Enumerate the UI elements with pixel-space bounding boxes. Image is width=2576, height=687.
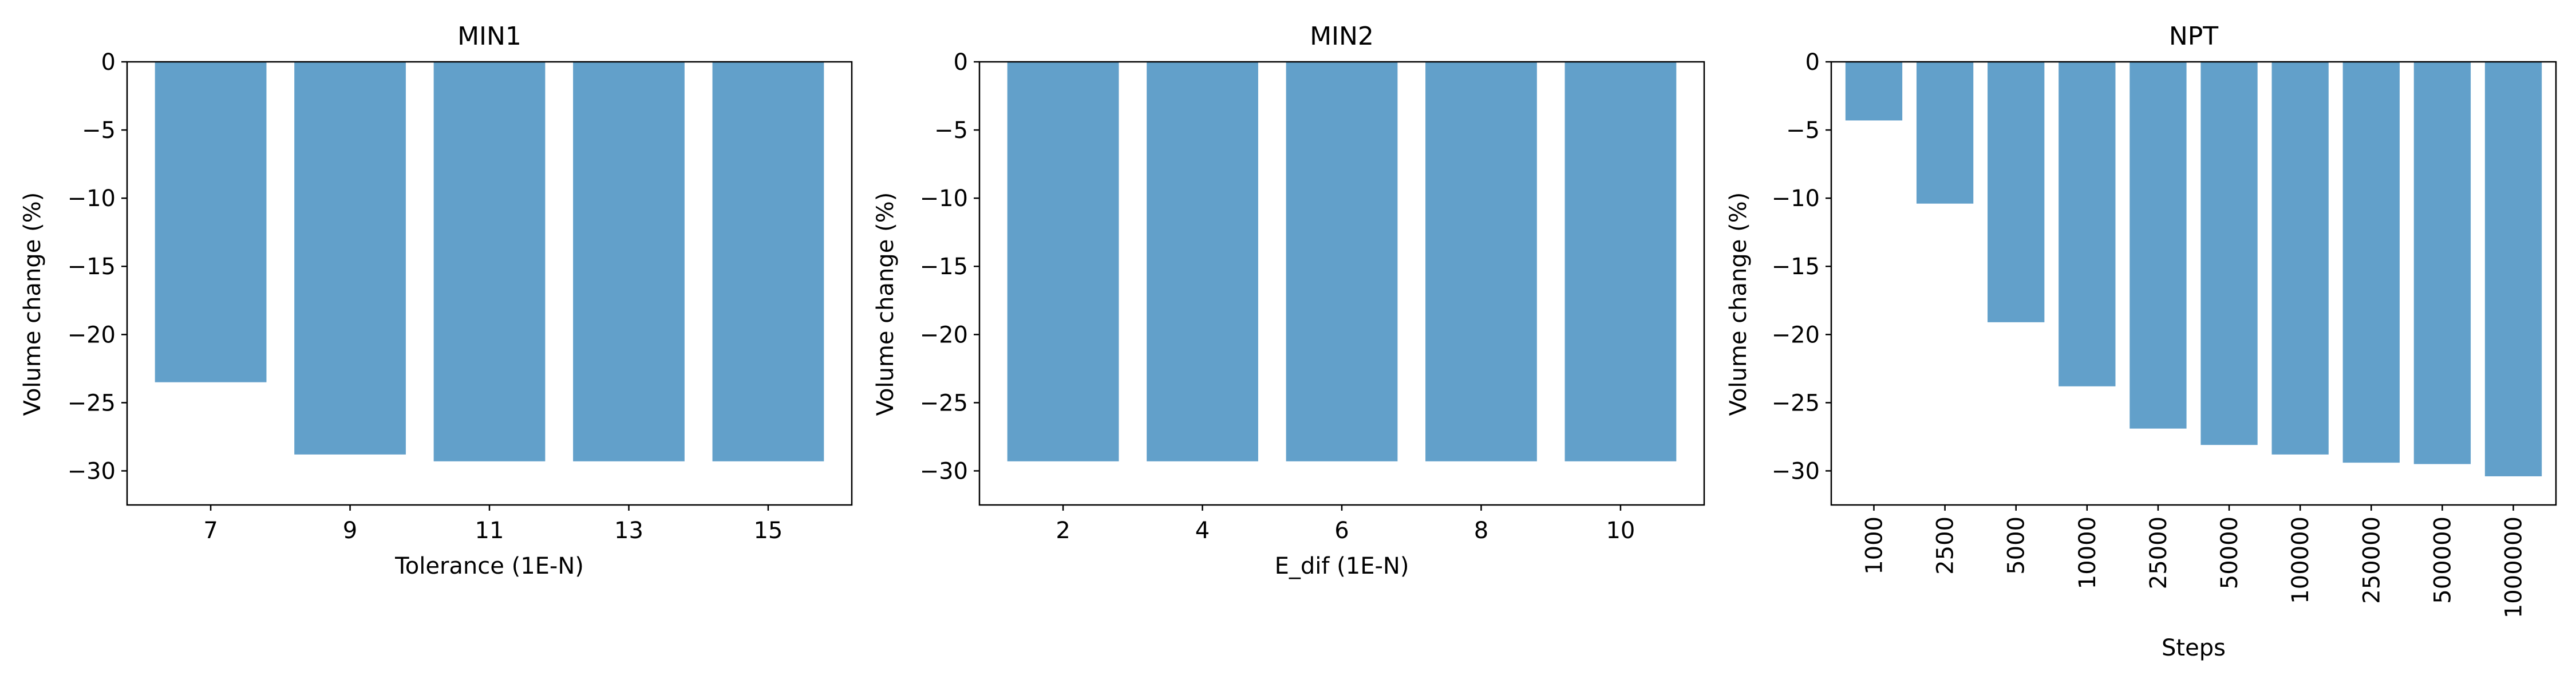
chart-panel-min1: MIN1 Volume change (%) Tolerance (1E-N) …: [19, 22, 853, 579]
x-tick-label: 7: [203, 518, 218, 544]
y-tick-label: −25: [1772, 390, 1820, 416]
plot-frame: [978, 61, 1705, 506]
y-tick-label: −30: [920, 458, 968, 484]
y-tick-label: −20: [1772, 322, 1820, 348]
bar-5000: [1988, 62, 2045, 322]
x-tick-label: 10: [1606, 518, 1635, 544]
y-tick-label: −15: [1772, 254, 1820, 280]
x-tick-label: 25000: [2146, 516, 2172, 589]
y-tick-label: −30: [68, 458, 116, 484]
y-axis-label: Volume change (%): [1725, 192, 1752, 416]
bar-4: [1147, 62, 1258, 461]
bar-13: [573, 62, 685, 461]
x-tick-label: 11: [475, 518, 504, 544]
y-tick-label: −5: [934, 117, 968, 144]
chart-title: NPT: [2169, 22, 2218, 51]
x-tick-label: 13: [614, 518, 643, 544]
y-tick-label: 0: [954, 49, 968, 76]
x-axis-label: Tolerance (1E-N): [394, 553, 584, 579]
x-tick-label: 4: [1195, 518, 1210, 544]
bar-1000000: [2484, 62, 2542, 476]
y-tick-label: −20: [920, 322, 968, 348]
y-tick-label: 0: [101, 49, 116, 76]
bar-250000: [2342, 62, 2400, 463]
y-tick-label: −5: [82, 117, 116, 144]
bars-group: [1007, 62, 1677, 461]
y-ticks-group: 0 −5 −10 −15 −20 −25 −30: [1772, 49, 1831, 484]
y-axis-label: Volume change (%): [19, 192, 46, 416]
bar-25000: [2129, 62, 2187, 429]
chart-panel-npt: NPT Volume change (%) Steps 0 −5 −10 −15 −20…: [1725, 22, 2557, 661]
x-tick-label: 15: [753, 518, 783, 544]
bar-500000: [2413, 62, 2471, 464]
bar-11: [433, 62, 546, 461]
chart-title: MIN1: [457, 22, 521, 51]
bar-8: [1425, 62, 1537, 461]
bars-group: [1845, 62, 2542, 476]
bar-10000: [2059, 62, 2116, 386]
x-tick-label: 100000: [2287, 516, 2314, 604]
x-tick-label: 1000000: [2501, 516, 2527, 618]
y-tick-label: −5: [1786, 117, 1820, 144]
x-tick-label: 50000: [2217, 516, 2243, 589]
x-tick-label: 8: [1474, 518, 1488, 544]
bar-2500: [1916, 62, 1974, 204]
x-tick-label: 10000: [2075, 516, 2101, 589]
chart-panel-min2: MIN2 Volume change (%) E_dif (1E-N) 0 −5 −…: [872, 22, 1705, 579]
x-axis-label: Steps: [2162, 635, 2226, 661]
y-ticks-group: 0 −5 −10 −15 −20 −25 −30: [68, 49, 127, 484]
x-tick-label: 250000: [2358, 516, 2385, 604]
x-tick-label: 9: [343, 518, 357, 544]
x-tick-label: 2500: [1933, 516, 1959, 575]
y-axis-label: Volume change (%): [872, 192, 899, 416]
bar-2: [1007, 62, 1119, 461]
plot-frame: [126, 61, 853, 506]
plot-frame: [1830, 61, 2557, 506]
bar-50000: [2200, 62, 2258, 445]
y-tick-label: −30: [1772, 458, 1820, 484]
y-ticks-group: 0 −5 −10 −15 −20 −25 −30: [920, 49, 979, 484]
y-tick-label: −10: [920, 185, 968, 212]
x-tick-label: 6: [1334, 518, 1349, 544]
x-ticks-group: 2 4 6 8 10: [1056, 505, 1635, 544]
bar-6: [1286, 62, 1398, 461]
y-tick-label: −25: [68, 390, 116, 416]
bar-1000: [1845, 62, 1903, 121]
chart-title: MIN2: [1310, 22, 1374, 51]
x-tick-label: 500000: [2429, 516, 2456, 604]
y-tick-label: −25: [920, 390, 968, 416]
bar-15: [712, 62, 824, 461]
x-tick-label: 2: [1056, 518, 1070, 544]
bar-10: [1564, 62, 1677, 461]
y-tick-label: −20: [68, 322, 116, 348]
x-ticks-group: 7 9 11 13 15: [203, 505, 783, 544]
y-tick-label: −15: [68, 254, 116, 280]
x-ticks-group: 1000 2500 5000 10000 25000 50000 100000 250000 5…: [1861, 505, 2527, 618]
bar-100000: [2271, 62, 2329, 455]
y-tick-label: −10: [1772, 185, 1820, 212]
y-tick-label: −10: [68, 185, 116, 212]
bars-group: [155, 62, 824, 461]
bar-9: [294, 62, 406, 455]
x-tick-label: 1000: [1861, 516, 1887, 575]
y-tick-label: 0: [1805, 49, 1820, 76]
y-tick-label: −15: [920, 254, 968, 280]
bar-7: [155, 62, 267, 382]
x-tick-label: 5000: [2004, 516, 2030, 575]
x-axis-label: E_dif (1E-N): [1275, 553, 1409, 579]
